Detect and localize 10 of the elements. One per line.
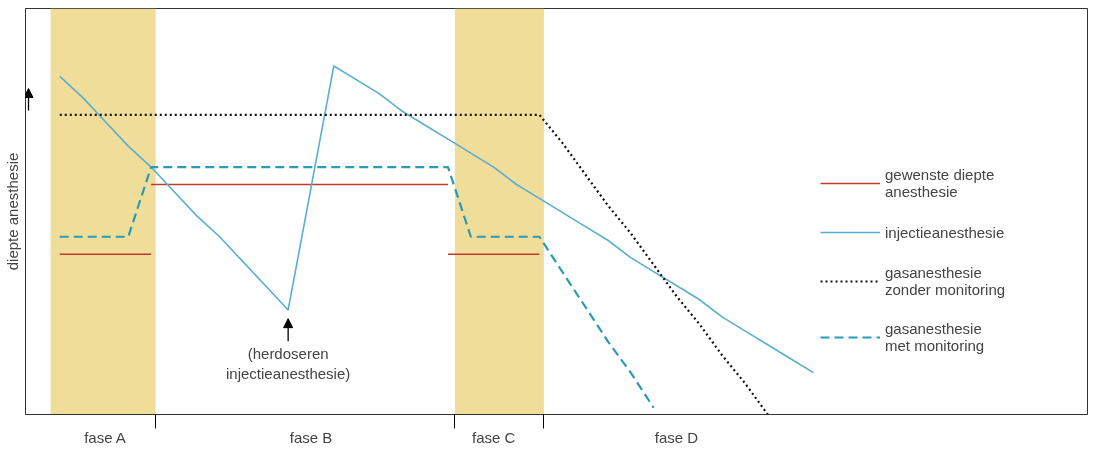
legend-label: gasanesthesie met monitoring [885,320,985,354]
y-axis-title: diepte anesthesie [3,152,21,271]
x-tick-label: fase A [84,428,126,446]
x-tick-label: fase B [289,428,333,446]
legend-label: injectieanesthesie [885,223,1005,241]
legend-label: gasanesthesie zonder monitoring [885,264,1006,298]
legend-label: gewenste diepte anesthesie [885,166,995,200]
annotation: (herdoseren injectieanesthesie) [226,344,351,383]
x-tick-label: fase D [654,428,699,446]
x-tick-label: fase C [472,428,516,446]
